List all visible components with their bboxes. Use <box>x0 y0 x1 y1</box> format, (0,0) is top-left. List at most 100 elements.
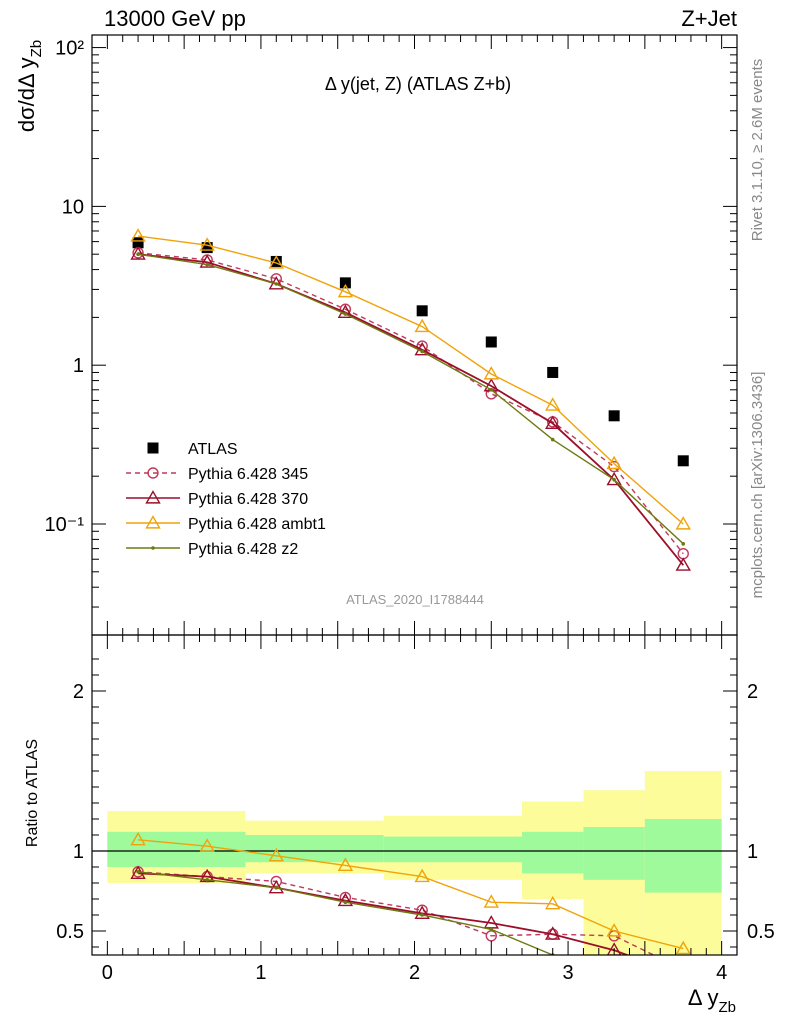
ratio-y-tick-label-right: 0.5 <box>747 921 775 943</box>
data-point <box>545 397 561 411</box>
x-tick-label: 1 <box>255 962 266 984</box>
ratio-point <box>414 868 430 883</box>
legend-marker <box>145 515 161 529</box>
series-pythia-6-428-345 <box>132 247 689 560</box>
y-tick-label: 1 <box>73 355 84 377</box>
x-tick-label: 3 <box>563 962 574 984</box>
series-atlas <box>132 237 689 467</box>
process-label: Z+Jet <box>681 6 737 31</box>
x-tick-label: 2 <box>409 962 420 984</box>
stat-uncertainty-band <box>245 835 384 863</box>
ratio-point <box>681 977 685 981</box>
ratio-y-tick-label: 1 <box>73 841 84 863</box>
series-line <box>138 235 684 525</box>
stat-uncertainty-band <box>644 819 722 893</box>
legend-entry: ATLAS <box>147 441 238 458</box>
svg-text:dσ/dΔ yZb: dσ/dΔ yZb <box>14 40 45 132</box>
ratio-point <box>612 964 616 968</box>
main-axes: 10⁻¹ 1 10 10² <box>45 35 737 636</box>
series-pythia-6-428-z2 <box>136 252 686 546</box>
data-point <box>343 312 348 316</box>
x-axis-title-sub: Zb <box>718 999 736 1016</box>
data-point <box>339 277 351 289</box>
ratio-y-tick-label-right: 1 <box>747 841 758 863</box>
ratio-point <box>420 913 424 917</box>
legend-entry: Pythia 6.428 370 <box>126 490 308 508</box>
data-point <box>550 437 555 442</box>
data-point <box>132 237 144 249</box>
data-point <box>274 282 279 286</box>
ratio-point <box>545 926 561 940</box>
main-series-layer <box>130 228 691 571</box>
data-point <box>483 366 499 380</box>
series-line <box>138 252 684 555</box>
stat-uncertainty-band <box>522 831 584 874</box>
ratio-y-tick-label: 0.5 <box>56 921 84 943</box>
data-point <box>675 557 691 571</box>
legend-marker <box>151 546 155 550</box>
y-axis-title-main: dσ/dΔ y <box>14 57 39 132</box>
ratio-y-axis-title: Ratio to ATLAS <box>24 739 41 847</box>
legend-marker <box>147 467 159 479</box>
ratio-y-tick-label: 2 <box>73 681 84 703</box>
data-point <box>130 228 146 242</box>
ratio-point <box>677 969 690 980</box>
legend-label: Pythia 6.428 ambt1 <box>188 516 326 533</box>
data-point <box>416 305 428 317</box>
data-point <box>677 455 689 467</box>
data-point <box>136 252 140 256</box>
data-point <box>612 477 616 482</box>
ratio-series-layer <box>130 831 691 981</box>
x-tick-label: 4 <box>716 962 727 984</box>
data-point <box>337 304 354 318</box>
y-tick-label: 10² <box>55 38 84 60</box>
legend-marker <box>147 442 159 454</box>
data-point <box>545 415 561 429</box>
legend: ATLAS Pythia 6.428 345 Pythia 6.428 370 Pyt… <box>126 441 326 558</box>
data-point <box>201 242 213 254</box>
data-point <box>681 542 686 546</box>
data-point <box>485 336 497 348</box>
legend-marker <box>145 490 161 504</box>
ratio-point <box>199 838 215 852</box>
data-point <box>268 255 284 269</box>
stat-uncertainty-band <box>107 831 246 867</box>
ratio-series-pythia-6-428-ambt1 <box>130 831 691 955</box>
ratio-point <box>337 857 354 871</box>
main-panel: 10⁻¹ 1 10 10² Δ y(jet, Z) (ATLAS Z+b) ATLAS… <box>14 34 738 636</box>
data-point <box>199 254 215 268</box>
ratio-point <box>606 923 622 937</box>
legend-entry: Pythia 6.428 ambt1 <box>126 515 326 533</box>
analysis-watermark: ATLAS_2020_I1788444 <box>346 592 484 607</box>
data-point <box>337 283 354 298</box>
y-axis-title-sub: Zb <box>28 40 45 58</box>
legend-entry: Pythia 6.428 345 <box>126 466 308 483</box>
ratio-line <box>138 839 684 950</box>
stat-uncertainty-band <box>383 836 522 863</box>
data-point <box>205 262 209 267</box>
energy-label: 13000 GeV pp <box>104 6 246 31</box>
data-point <box>547 366 559 378</box>
ratio-point <box>414 905 430 919</box>
series-pythia-6-428-ambt1 <box>130 228 691 530</box>
ratio-point <box>136 870 140 874</box>
ratio-y-tick-label-right: 2 <box>747 681 758 703</box>
legend-label: Pythia 6.428 z2 <box>188 541 298 558</box>
ratio-point <box>483 894 499 908</box>
x-axis-title: Δ yZb <box>688 985 736 1016</box>
ratio-point <box>606 942 622 955</box>
y-tick-label: 10⁻¹ <box>45 514 85 536</box>
data-point <box>606 455 622 470</box>
plot-title: Δ y(jet, Z) (ATLAS Z+b) <box>325 74 511 94</box>
data-point <box>130 246 146 260</box>
legend-label: Pythia 6.428 345 <box>188 466 308 483</box>
source-label: mcplots.cern.ch [arXiv:1306.3436] <box>749 372 766 599</box>
ratio-line <box>138 871 656 955</box>
x-axis-title-main: Δ y <box>688 985 719 1010</box>
legend-label: ATLAS <box>188 441 238 458</box>
ratio-panel: 0.5 0.5 1 1 2 2 0 1 2 3 4 Ratio to ATLAS Δ yZb <box>24 634 775 1016</box>
ratio-point <box>205 878 209 882</box>
ratio-point <box>268 847 284 862</box>
ratio-point <box>678 964 688 974</box>
